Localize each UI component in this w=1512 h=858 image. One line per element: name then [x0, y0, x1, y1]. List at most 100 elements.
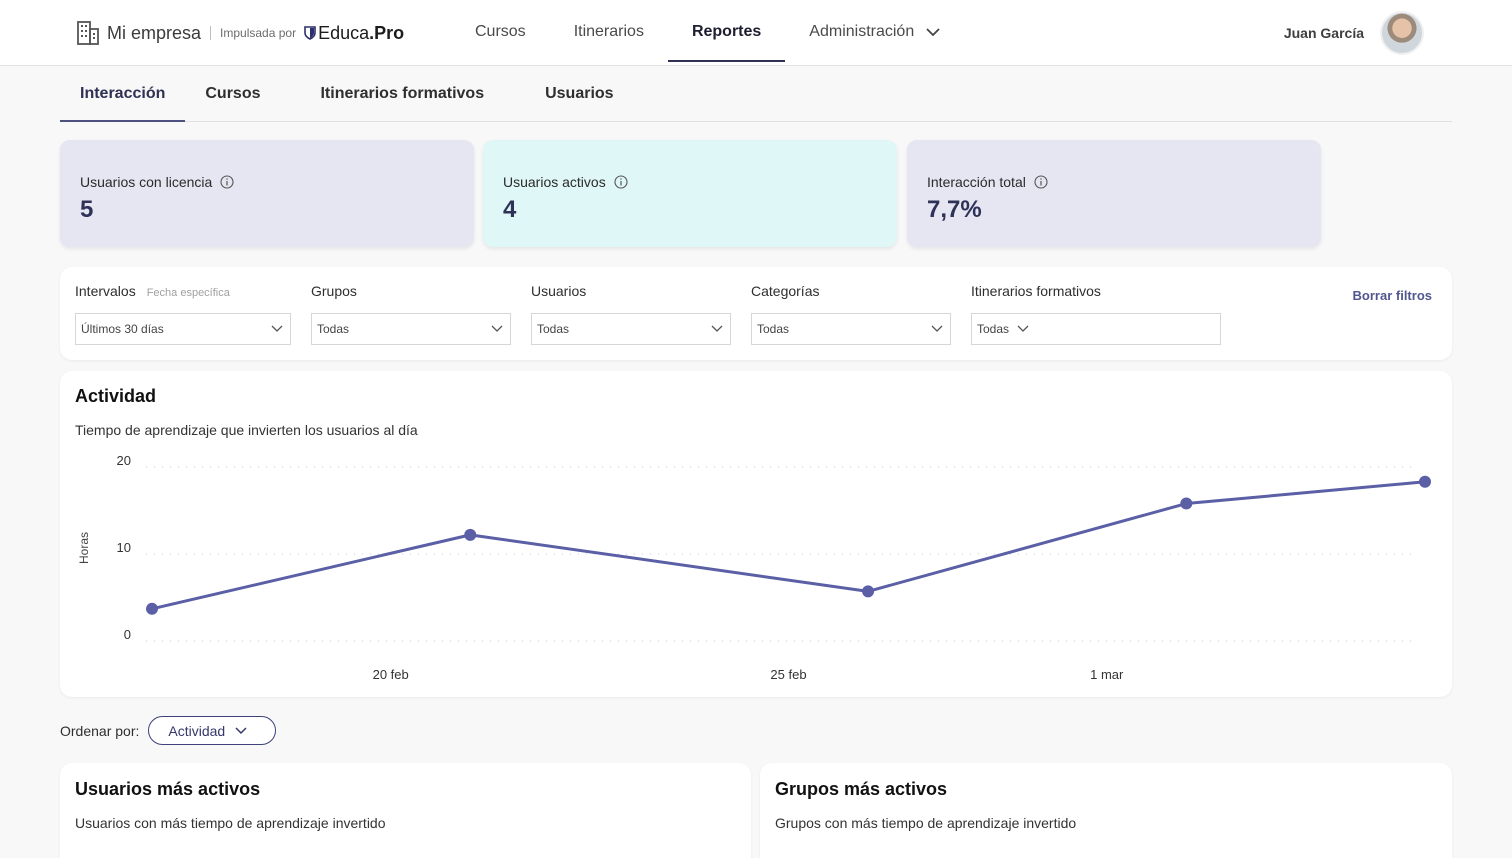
y-tick-label: 20	[117, 453, 131, 468]
filter-intervals: Intervalos Fecha específica Últimos 30 dí…	[75, 283, 291, 345]
x-tick-label: 20 feb	[373, 667, 409, 682]
building-icon	[77, 21, 99, 45]
info-icon[interactable]	[614, 175, 628, 189]
nav-itinerarios-label: Itinerarios	[573, 23, 644, 40]
filter-intervals-label: Intervalos	[75, 283, 136, 299]
specific-date-link[interactable]: Fecha específica	[146, 287, 230, 299]
most-active-groups-panel: Grupos más activos Grupos con más tiempo…	[760, 763, 1452, 858]
filter-label-row: Grupos	[311, 283, 357, 299]
panel-title: Grupos más activos	[775, 779, 948, 799]
users-select[interactable]: Todas	[531, 313, 731, 345]
panel-subtitle: Grupos con más tiempo de aprendizaje inv…	[775, 815, 1077, 831]
brand-divider	[210, 26, 212, 40]
user-name: Juan García	[1283, 25, 1364, 41]
brand[interactable]: Mi empresa Impulsada por Educa.Pro	[76, 20, 404, 46]
info-icon[interactable]	[220, 175, 234, 189]
kpi-value: 5	[80, 196, 94, 223]
chevron-down-icon	[235, 726, 247, 734]
most-active-users-panel: Usuarios más activos Usuarios con más ti…	[60, 763, 751, 858]
kpi-label-row: Interacción total	[927, 174, 1301, 190]
filter-paths-label: Itinerarios formativos	[971, 283, 1101, 299]
avatar[interactable]	[1380, 11, 1424, 55]
intervals-select[interactable]: Últimos 30 días	[75, 313, 291, 345]
tab-usuarios-label: Usuarios	[545, 84, 614, 102]
activity-line-chart: 20 10 0 Horas 20 feb 25 feb 1 mar	[77, 453, 1431, 682]
tab-interaccion-label: Interacción	[80, 84, 166, 102]
chevron-down-icon	[1017, 325, 1029, 332]
filter-label-row: Categorías	[751, 283, 819, 299]
activity-chart-panel: Actividad Tiempo de aprendizaje que invi…	[60, 371, 1452, 697]
info-icon[interactable]	[1034, 175, 1048, 189]
sort-label: Ordenar por:	[60, 722, 140, 739]
filter-groups: Grupos Todas	[311, 283, 511, 345]
kpi-value: 7,7%	[927, 196, 982, 223]
categories-select[interactable]: Todas	[751, 313, 951, 345]
nav-itinerarios[interactable]: Itinerarios	[550, 0, 668, 64]
kpi-label: Interacción total	[927, 174, 1026, 190]
panel-subtitle: Usuarios con más tiempo de aprendizaje i…	[75, 815, 386, 831]
educapro-shield-icon	[304, 26, 316, 40]
sort-dropdown[interactable]: Actividad	[148, 716, 277, 745]
chevron-down-icon	[491, 325, 503, 332]
kpi-card-licensed-users: Usuarios con licencia 5	[60, 140, 474, 247]
user-menu[interactable]: Juan García	[1284, 11, 1424, 55]
filter-learning-paths: Itinerarios formativos Todas	[971, 283, 1221, 345]
learning-paths-select[interactable]: Todas	[971, 313, 1221, 345]
sort-control: Ordenar por: Actividad	[60, 716, 277, 745]
activity-title: Actividad	[75, 386, 157, 406]
y-tick-label: 0	[124, 627, 131, 642]
y-tick-label: 10	[117, 540, 131, 555]
educapro-logo-text: Educa.Pro	[318, 23, 404, 44]
main-nav: Cursos Itinerarios Reportes Administraci…	[451, 0, 964, 66]
kpi-card-active-users: Usuarios activos 4	[483, 140, 897, 247]
data-point	[1180, 497, 1193, 510]
tab-interaccion[interactable]: Interacción	[60, 66, 186, 122]
x-tick-label: 25 feb	[770, 667, 806, 682]
data-point	[1419, 475, 1431, 488]
panel-title: Usuarios más activos	[75, 779, 261, 799]
series-line	[151, 480, 1426, 611]
tab-cursos[interactable]: Cursos	[185, 66, 280, 121]
chevron-down-icon	[931, 325, 943, 332]
chevron-down-icon	[926, 28, 940, 37]
logo-text-bold: .Pro	[369, 22, 405, 43]
select-value: Todas	[317, 322, 350, 336]
clear-filters-button[interactable]: Borrar filtros	[1352, 288, 1432, 303]
company-name: Mi empresa	[107, 22, 202, 43]
data-point	[146, 602, 158, 615]
tab-itinerarios-label: Itinerarios formativos	[320, 84, 485, 102]
nav-reportes[interactable]: Reportes	[667, 0, 786, 64]
filters-panel: Intervalos Fecha específica Últimos 30 dí…	[60, 267, 1452, 360]
x-tick-label: 1 mar	[1090, 667, 1124, 682]
filter-label-row: Usuarios	[531, 283, 586, 299]
kpi-value: 4	[503, 196, 517, 223]
chevron-down-icon	[711, 325, 723, 332]
kpi-label: Usuarios con licencia	[80, 174, 213, 190]
filter-categories: Categorías Todas	[751, 283, 951, 345]
tab-usuarios[interactable]: Usuarios	[525, 66, 633, 121]
report-tabs: Interacción Cursos Itinerarios formativo…	[60, 66, 1452, 122]
groups-select[interactable]: Todas	[311, 313, 511, 345]
nav-administracion[interactable]: Administración	[785, 0, 964, 64]
filter-label-row: Itinerarios formativos	[971, 283, 1101, 299]
data-point	[862, 585, 875, 598]
filter-users-label: Usuarios	[531, 283, 587, 299]
top-navigation-bar: Mi empresa Impulsada por Educa.Pro Curso…	[0, 0, 1512, 66]
select-value: Últimos 30 días	[81, 322, 164, 336]
y-axis-label: Horas	[77, 532, 91, 564]
logo-text-regular: Educa	[318, 22, 370, 43]
select-value: Todas	[537, 322, 570, 336]
kpi-label: Usuarios activos	[503, 174, 606, 190]
kpi-card-total-interaction: Interacción total 7,7%	[907, 140, 1321, 247]
tab-itinerarios-formativos[interactable]: Itinerarios formativos	[300, 66, 504, 121]
data-point	[464, 528, 477, 541]
kpi-label-row: Usuarios con licencia	[80, 174, 454, 190]
select-value: Todas	[757, 322, 790, 336]
tab-cursos-label: Cursos	[205, 84, 261, 102]
nav-reportes-label: Reportes	[691, 23, 762, 40]
nav-cursos[interactable]: Cursos	[451, 0, 550, 64]
powered-by-label: Impulsada por	[220, 26, 297, 40]
filter-users: Usuarios Todas	[531, 283, 731, 345]
activity-subtitle: Tiempo de aprendizaje que invierten los …	[75, 422, 418, 438]
select-value: Todas	[977, 322, 1010, 336]
